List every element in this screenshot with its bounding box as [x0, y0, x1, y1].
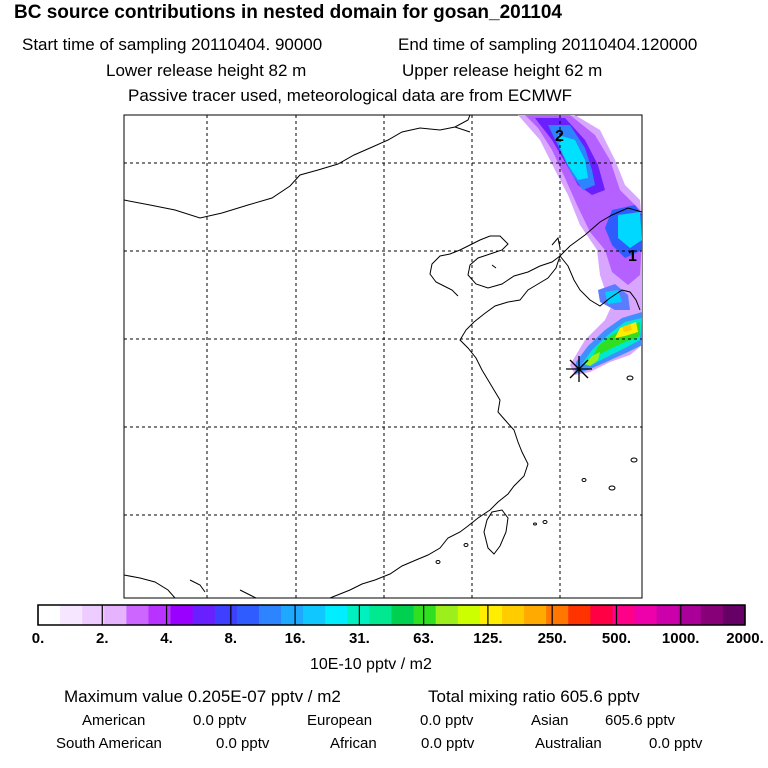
- colorbar: [37, 605, 746, 625]
- islands: [435, 375, 638, 564]
- colorbar-tick-label: 2.: [96, 630, 109, 647]
- colorbar-tick-label: 4.: [160, 630, 173, 647]
- colorbar-swatch: [413, 605, 437, 625]
- african-value: 0.0 pptv: [421, 735, 475, 752]
- colorbar-swatch: [656, 605, 680, 625]
- colorbar-swatch: [435, 605, 459, 625]
- colorbar-swatch: [568, 605, 591, 625]
- colorbar-tick-label: 125.: [473, 630, 503, 647]
- colorbar-tick-label: 500.: [601, 630, 632, 647]
- european-value: 0.0 pptv: [420, 712, 474, 729]
- colorbar-swatch: [325, 605, 348, 625]
- colorbar-swatch: [38, 605, 61, 625]
- colorbar-tick-label: 0.: [31, 630, 45, 647]
- colorbar-swatch: [391, 605, 415, 625]
- colorbar-swatch: [82, 605, 105, 625]
- receptor-star-icon: [566, 356, 592, 382]
- taiwan-outline: [483, 509, 509, 555]
- colorbar-swatch: [236, 605, 260, 625]
- colorbar-swatch: [369, 605, 392, 625]
- colorbar-tick-label: 1000.: [661, 630, 700, 647]
- contour-label-1: 1: [628, 248, 637, 265]
- south-american-label: South American: [56, 735, 162, 752]
- colorbar-swatch: [214, 605, 238, 625]
- colorbar-swatch: [126, 605, 149, 625]
- colorbar-swatch: [303, 605, 326, 625]
- colorbar-swatch: [634, 605, 658, 625]
- start-time-label: Start time of sampling 20110404. 90000: [22, 35, 323, 54]
- maximum-value: Maximum value 0.205E-07 pptv / m2: [64, 687, 341, 706]
- colorbar-frame: [37, 604, 746, 626]
- colorbar-swatch: [148, 605, 172, 625]
- end-time-label: End time of sampling 20110404.120000: [398, 35, 698, 54]
- colorbar-swatch: [60, 605, 83, 625]
- colorbar-swatch: [612, 605, 636, 625]
- upper-height-label: Upper release height 62 m: [402, 61, 603, 80]
- colorbar-tick-label: 16.: [284, 630, 306, 647]
- asian-value: 605.6 pptv: [605, 712, 676, 729]
- coastlines: [124, 115, 642, 598]
- colorbar-swatch: [700, 605, 724, 625]
- colorbar-swatch: [501, 605, 525, 625]
- australian-value: 0.0 pptv: [649, 735, 703, 752]
- tracer-note: Passive tracer used, meteorological data…: [128, 86, 573, 105]
- colorbar-swatch: [281, 605, 304, 625]
- colorbar-tick-label: 250.: [537, 630, 567, 647]
- colorbar-swatch: [457, 605, 481, 625]
- colorbar-swatch: [170, 605, 194, 625]
- colorbar-swatch: [678, 605, 702, 625]
- colorbar-swatch: [590, 605, 613, 625]
- colorbar-swatch: [192, 605, 216, 625]
- contour-label-2: 2: [555, 128, 564, 145]
- total-mixing-ratio: Total mixing ratio 605.6 pptv: [428, 687, 640, 706]
- colorbar-swatch: [524, 605, 547, 625]
- south-american-value: 0.0 pptv: [216, 735, 270, 752]
- colorbar-swatch: [722, 605, 746, 625]
- map-frame: [123, 114, 643, 599]
- australian-label: Australian: [535, 735, 602, 752]
- american-value: 0.0 pptv: [193, 712, 247, 729]
- colorbar-swatch: [546, 605, 569, 625]
- lat-lon-grid: [124, 115, 642, 598]
- colorbar-swatch: [347, 605, 370, 625]
- african-label: African: [330, 735, 377, 752]
- map-title: BC source contributions in nested domain…: [14, 2, 562, 23]
- colorbar-tick-label: 8.: [224, 630, 238, 647]
- european-label: European: [307, 712, 373, 729]
- colorbar-swatch: [479, 605, 503, 625]
- colorbar-tick-label: 2000.: [726, 630, 764, 647]
- lower-height-label: Lower release height 82 m: [106, 61, 307, 80]
- asian-label: Asian: [531, 712, 569, 729]
- colorbar-swatch: [258, 605, 282, 625]
- colorbar-tick-label: 31.: [348, 630, 370, 647]
- colorbar-unit: 10E-10 pptv / m2: [310, 656, 432, 673]
- colorbar-tick-label: 63.: [413, 630, 435, 647]
- american-label: American: [82, 712, 146, 729]
- colorbar-swatch: [104, 605, 127, 625]
